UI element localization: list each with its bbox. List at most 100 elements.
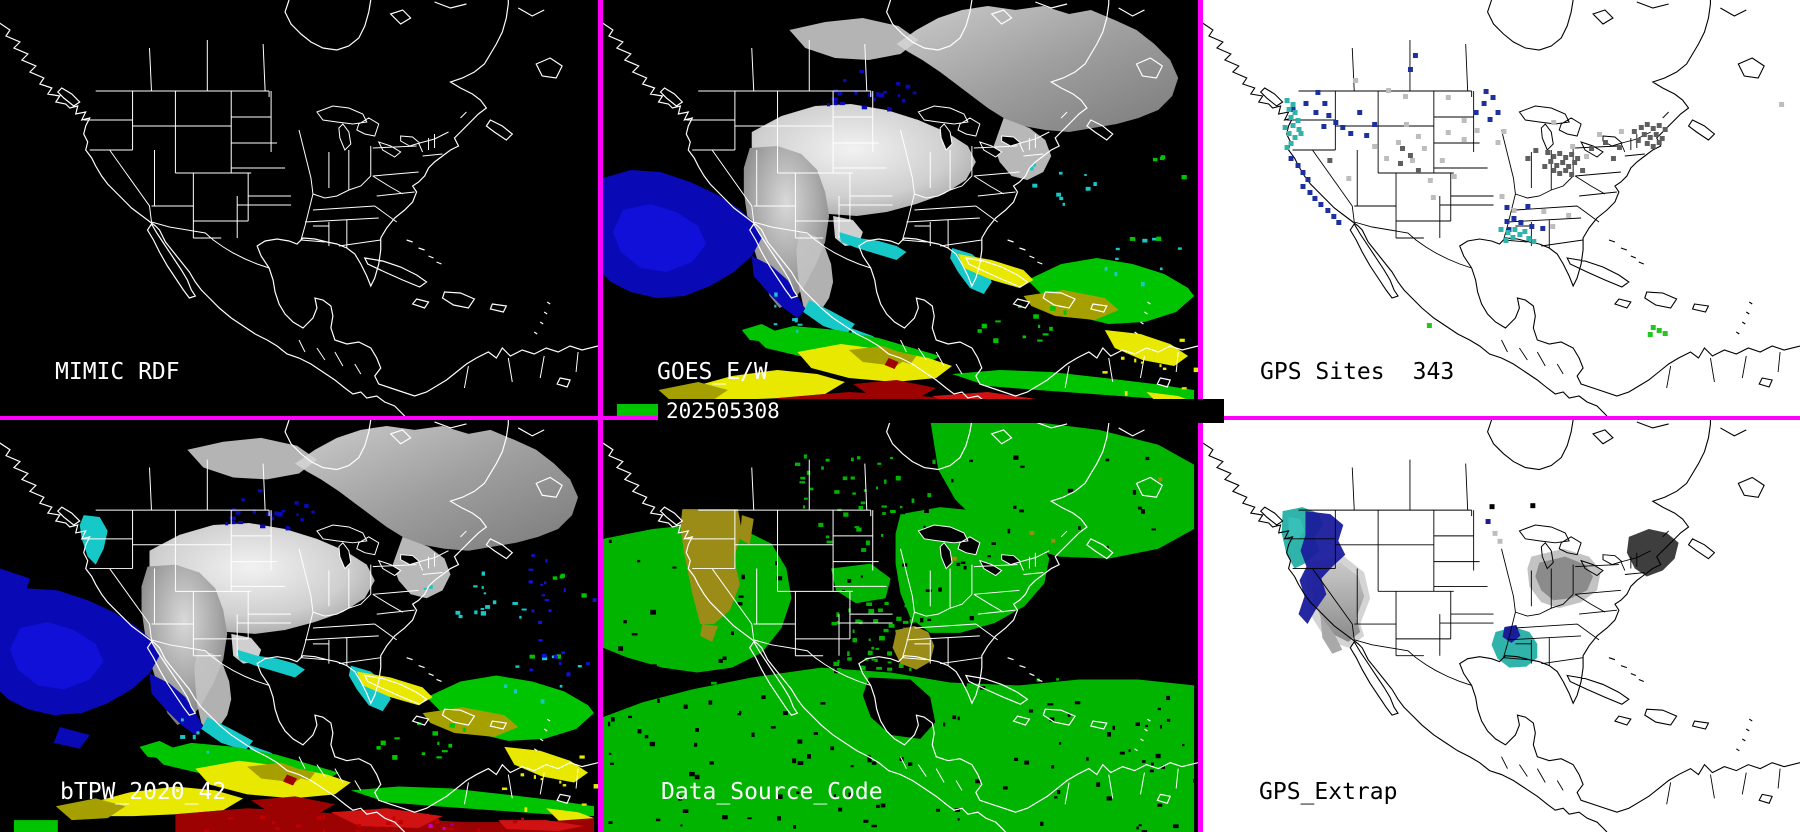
- gps-station-dot: [1292, 110, 1298, 115]
- gps-station-dot: [1312, 196, 1318, 201]
- gps-station-dot: [1288, 156, 1294, 161]
- gps-station-dot: [1569, 152, 1575, 157]
- gps-station-dot: [1597, 132, 1602, 137]
- gps-station-dot: [1290, 107, 1296, 112]
- gps-station-dot: [1481, 101, 1487, 106]
- gps-station-dot: [1557, 151, 1563, 156]
- gps-station-dot: [1644, 141, 1650, 146]
- gps-station-dot: [1426, 323, 1432, 328]
- gps-extrap-map-image: [1203, 420, 1800, 832]
- gps-station-dot: [1487, 117, 1493, 122]
- gps-station-dot: [1542, 164, 1548, 169]
- gps-station-dot: [1288, 115, 1294, 120]
- gps-station-dot: [1473, 110, 1479, 115]
- gps-station-dot: [1656, 328, 1662, 333]
- gps-station-dot: [1548, 159, 1554, 164]
- gps-station-dot: [1575, 156, 1581, 161]
- gps-station-dot: [1333, 120, 1339, 125]
- gps-station-dot: [1638, 125, 1644, 130]
- gps-station-dot: [1290, 123, 1296, 128]
- panel-btpw: bTPW_2020_42: [0, 420, 598, 832]
- gps-station-dot: [1635, 138, 1641, 143]
- gps-station-dot: [1506, 227, 1512, 232]
- gps-station-dot: [1504, 219, 1510, 224]
- gps-station-dot: [1284, 145, 1290, 150]
- gps-station-dot: [1292, 135, 1298, 140]
- gps-station-dot: [1295, 163, 1301, 168]
- gps-station-dot: [1566, 164, 1572, 169]
- gps-station-dot: [1421, 146, 1427, 151]
- gps-station-dot: [1662, 331, 1668, 336]
- gps-station-dot: [1384, 156, 1390, 161]
- gps-station-dot: [1295, 118, 1301, 123]
- gps-station-dot: [1647, 332, 1653, 337]
- gps-station-dot: [1427, 178, 1433, 183]
- gps-station-dot: [1296, 127, 1302, 132]
- gps-station-dot: [1407, 153, 1413, 158]
- gps-station-dot: [1501, 129, 1507, 134]
- gps-station-dot: [1560, 160, 1566, 165]
- gps-station-dot: [1511, 216, 1517, 221]
- gps-station-dot: [1656, 140, 1662, 145]
- gps-station-dot: [1616, 145, 1622, 150]
- gps-station-dot: [1650, 144, 1656, 149]
- gps-station-dot: [1545, 150, 1551, 155]
- gps-sites-label-text: GPS Sites: [1260, 359, 1385, 385]
- timestamp-bar: 202505308: [658, 399, 1224, 423]
- gps-station-dot: [1569, 172, 1575, 177]
- gps-station-dot: [1325, 208, 1331, 213]
- gps-station-dot: [1563, 155, 1569, 160]
- gps-station-dot: [1364, 133, 1370, 138]
- gps-station-dot: [1504, 205, 1510, 210]
- gps-station-dot: [1348, 131, 1354, 136]
- gps-station-dot: [1282, 125, 1288, 130]
- coastline-layer: [0, 0, 598, 416]
- gps-sites-count: 343: [1412, 359, 1455, 385]
- gps-station-dot: [1525, 204, 1531, 209]
- panel-label-gps-extrap: GPS_Extrap: [1259, 779, 1398, 805]
- gps-station-dot: [1566, 213, 1572, 218]
- goes-ew-map-image: [603, 0, 1198, 416]
- gps-station-dot: [1313, 110, 1319, 115]
- gps-station-dot: [1326, 113, 1332, 118]
- gps-station-dot: [1353, 78, 1359, 83]
- gps-station-dot: [1641, 132, 1647, 137]
- gps-station-dot: [1461, 137, 1467, 142]
- gps-station-dot: [1398, 161, 1403, 166]
- panel-label-gps-sites: GPS Sites 343: [1260, 360, 1454, 384]
- gps-station-dot: [1315, 90, 1321, 95]
- gps-station-dot: [1498, 227, 1504, 232]
- panel-label-mimic-rdf: MIMIC RDF: [55, 359, 180, 385]
- gps-station-dot: [1650, 325, 1656, 330]
- gps-station-dot: [1618, 129, 1624, 134]
- gps-station-dot: [1403, 122, 1409, 127]
- gps-station-dot: [1533, 148, 1539, 153]
- gps-station-dot: [1557, 171, 1563, 176]
- gps-station-dot: [1563, 168, 1569, 173]
- gps-station-dot: [1650, 126, 1656, 131]
- gps-station-dot: [1357, 110, 1363, 115]
- gps-station-dot: [1584, 154, 1590, 159]
- coastline-layer: [1203, 0, 1800, 416]
- data-source-map-image: [603, 420, 1198, 832]
- panel-gps-sites: GPS Sites 343: [1203, 0, 1800, 416]
- btpw-map-image: [0, 420, 598, 832]
- gps-station-dot: [1300, 170, 1306, 175]
- gps-station-dot: [1495, 140, 1501, 145]
- gps-station-dot: [1512, 227, 1518, 232]
- gps-station-dot: [1653, 132, 1659, 137]
- gps-station-dot: [1551, 120, 1557, 125]
- gps-station-dot: [1505, 230, 1511, 235]
- gps-station-dot: [1290, 102, 1296, 107]
- gps-sites-map-image: [1203, 0, 1800, 416]
- gps-station-dot: [1499, 194, 1505, 199]
- gps-station-dot: [1396, 140, 1402, 145]
- gps-station-dot: [1518, 220, 1524, 225]
- gps-station-dot: [1318, 202, 1324, 207]
- gps-station-dot: [1322, 101, 1328, 106]
- gps-station-dot: [1529, 224, 1535, 229]
- gps-station-dot: [1346, 176, 1352, 181]
- gps-station-dot: [1525, 156, 1531, 161]
- gps-station-dot: [1511, 208, 1517, 213]
